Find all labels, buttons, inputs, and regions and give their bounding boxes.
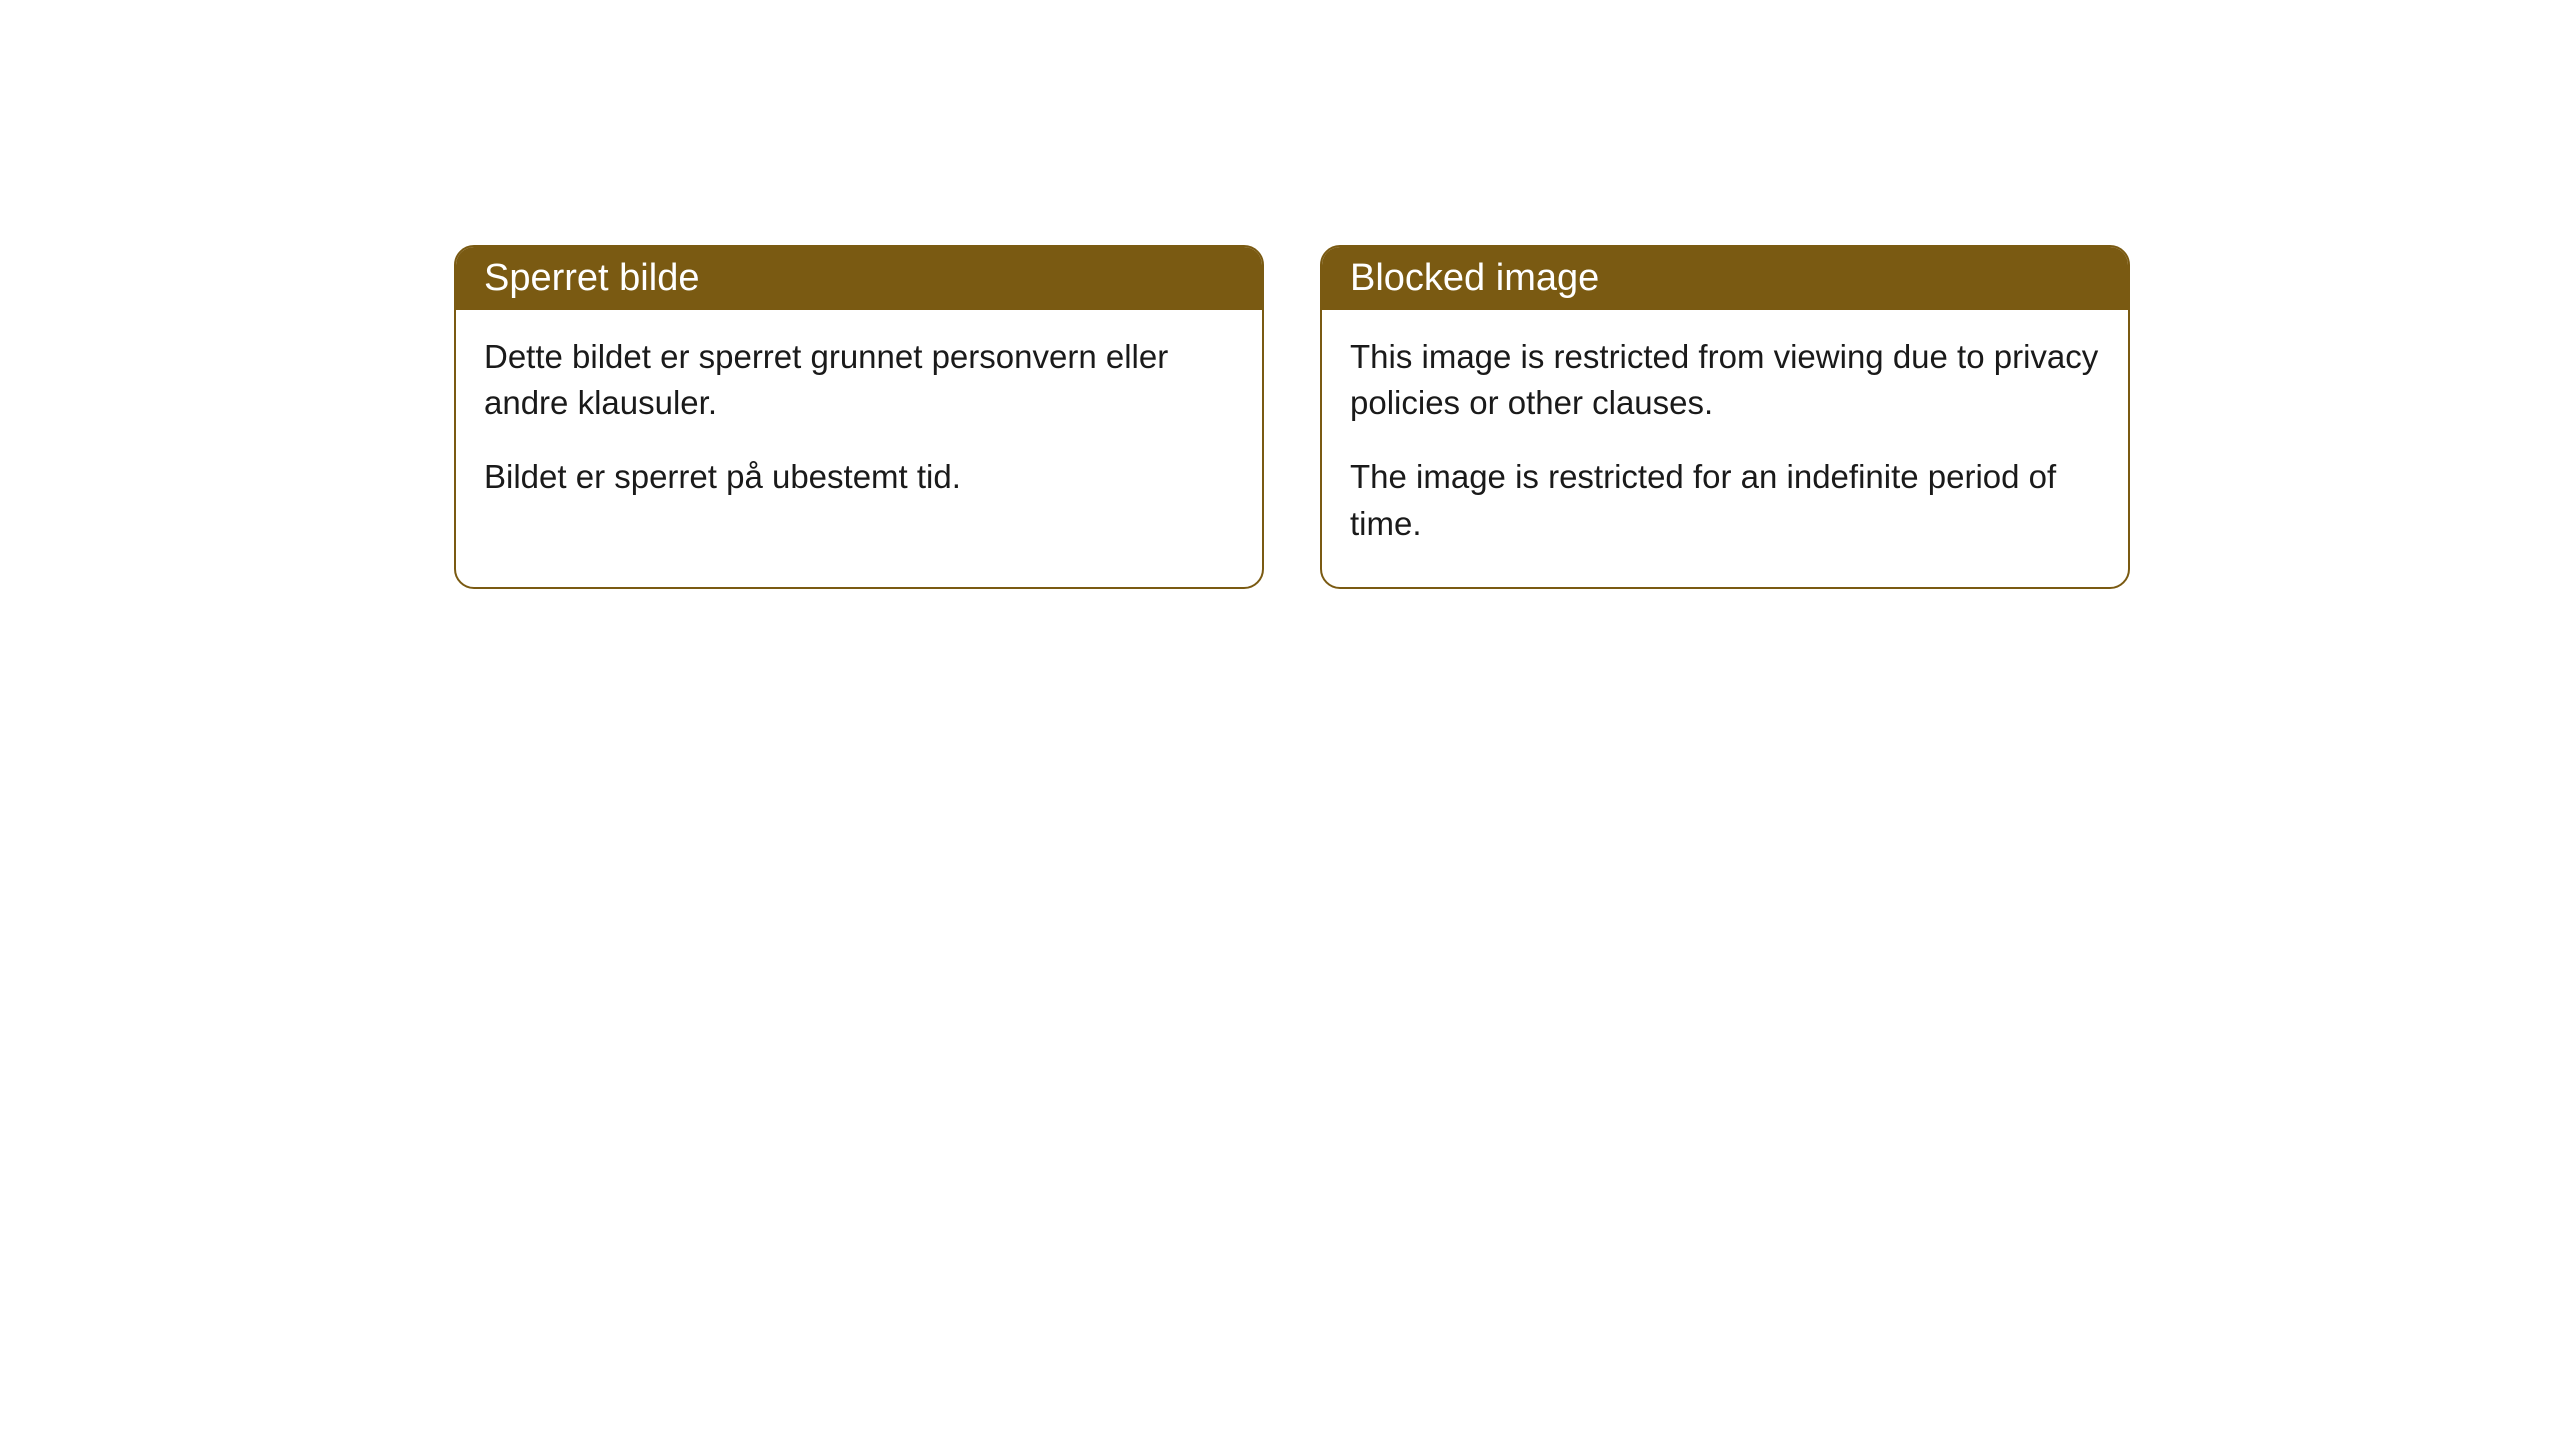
card-paragraph2-norwegian: Bildet er sperret på ubestemt tid. (484, 454, 1234, 500)
card-norwegian: Sperret bilde Dette bildet er sperret gr… (454, 245, 1264, 589)
card-paragraph2-english: The image is restricted for an indefinit… (1350, 454, 2100, 546)
card-header-norwegian: Sperret bilde (456, 247, 1262, 310)
card-body-norwegian: Dette bildet er sperret grunnet personve… (456, 310, 1262, 541)
card-header-english: Blocked image (1322, 247, 2128, 310)
card-title-norwegian: Sperret bilde (484, 257, 699, 299)
cards-container: Sperret bilde Dette bildet er sperret gr… (0, 0, 2560, 589)
card-english: Blocked image This image is restricted f… (1320, 245, 2130, 589)
card-body-english: This image is restricted from viewing du… (1322, 310, 2128, 587)
card-paragraph1-norwegian: Dette bildet er sperret grunnet personve… (484, 334, 1234, 426)
card-title-english: Blocked image (1350, 257, 1599, 299)
card-paragraph1-english: This image is restricted from viewing du… (1350, 334, 2100, 426)
